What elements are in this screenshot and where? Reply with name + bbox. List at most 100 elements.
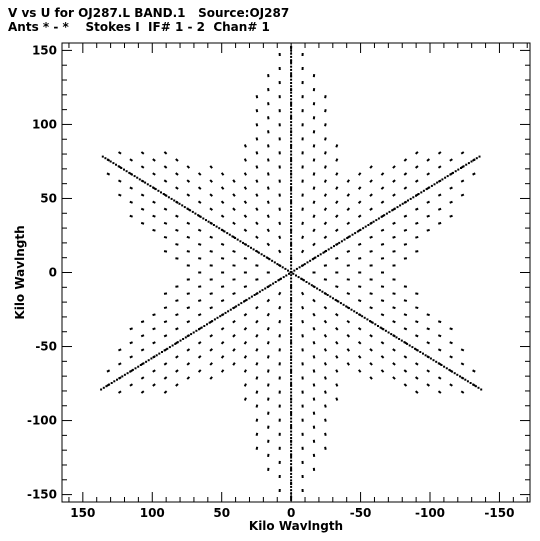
x-axis-label: Kilo Wavlngth [249, 519, 343, 533]
uv-point [232, 278, 236, 281]
uv-arm-point [290, 49, 293, 52]
uv-arm-point [290, 78, 293, 81]
uv-point [255, 123, 259, 127]
uv-point [197, 355, 202, 359]
uv-point [449, 383, 453, 387]
uv-point [323, 165, 327, 169]
uv-arm-point [290, 238, 293, 241]
uv-point [403, 355, 408, 359]
uv-point [209, 165, 213, 169]
uv-arm-point [117, 165, 120, 168]
uv-point [243, 200, 248, 205]
uv-arm-point [454, 170, 457, 173]
uv-arm-point [290, 427, 293, 430]
uv-arm-point [329, 295, 332, 298]
uv-arm-point [102, 386, 105, 389]
uv-arm-point [400, 339, 403, 342]
uv-point [380, 313, 385, 317]
uv-arm-point [136, 176, 139, 179]
uv-arm-point [377, 217, 380, 220]
uv-arm-point [290, 306, 293, 309]
uv-arm-point [290, 498, 293, 501]
uv-arm-point [430, 184, 433, 187]
uv-arm-point [253, 294, 256, 296]
uv-point [335, 285, 339, 288]
uv-point [220, 172, 225, 176]
uv-point [278, 291, 282, 296]
uv-arm-point [272, 282, 275, 285]
uv-arm-point [290, 323, 293, 325]
uv-point [323, 319, 328, 324]
uv-point [266, 186, 270, 190]
uv-point [278, 151, 281, 155]
uv-arm-point [466, 380, 469, 383]
uv-arm-point [265, 256, 268, 259]
uv-arm-point [390, 333, 393, 336]
uv-point [335, 383, 339, 387]
uv-point [415, 292, 419, 295]
uv-arm-point [155, 354, 158, 357]
uv-point [209, 306, 213, 310]
uv-arm-point [120, 167, 123, 169]
uv-point [278, 235, 282, 240]
uv-point [278, 460, 281, 464]
uv-point [403, 299, 408, 302]
uv-point [186, 362, 191, 366]
uv-point [278, 320, 282, 324]
uv-point [380, 200, 385, 204]
uv-point [426, 313, 430, 317]
uv-point [369, 348, 373, 352]
uv-point [380, 285, 385, 288]
uv-point [415, 221, 419, 225]
uv-arm-point [290, 365, 293, 368]
uv-point [129, 186, 133, 190]
uv-arm-point [198, 328, 200, 331]
uv-point [278, 305, 282, 310]
uv-arm-point [290, 466, 293, 469]
uv-point [312, 130, 316, 134]
uv-arm-point [298, 266, 301, 269]
uv-point [415, 250, 419, 253]
uv-point [415, 207, 419, 211]
uv-arm-point [256, 292, 259, 295]
uv-point [301, 446, 304, 450]
uv-point [437, 320, 442, 324]
chart-title: V vs U for OJ287.L BAND.1 Source:OJ287 [8, 6, 290, 20]
uv-arm-point [339, 302, 342, 305]
x-tick-label: -50 [350, 506, 372, 520]
uv-point [312, 158, 316, 162]
uv-point [472, 369, 476, 373]
uv-arm-point [437, 362, 440, 365]
uv-point [403, 383, 408, 387]
uv-arm-point [290, 329, 293, 332]
uv-arm-point [211, 320, 214, 323]
uv-point [369, 334, 373, 338]
uv-point [392, 250, 396, 253]
uv-arm-point [290, 251, 293, 254]
uv-point [437, 193, 442, 197]
uv-point [232, 319, 236, 324]
uv-point [301, 109, 304, 113]
uv-point [129, 383, 134, 387]
uv-point [197, 200, 202, 204]
uv-point [392, 235, 396, 239]
uv-arm-point [227, 310, 230, 313]
uv-point [232, 348, 236, 352]
uv-arm-point [347, 307, 350, 309]
uv-point [152, 228, 156, 232]
uv-arm-point [440, 364, 443, 366]
uv-point [346, 264, 350, 267]
uv-point [266, 200, 270, 204]
uv-arm-point [290, 72, 293, 75]
y-tick-label: 150 [32, 43, 57, 57]
uv-arm-point [234, 237, 237, 239]
uv-arm-point [250, 295, 253, 298]
uv-point [198, 257, 202, 260]
uv-arm-point [182, 338, 185, 340]
uv-arm-point [443, 365, 446, 368]
uv-point [301, 66, 304, 71]
uv-arm-point [147, 359, 150, 362]
uv-arm-point [237, 303, 240, 306]
uv-arm-point [325, 250, 327, 252]
uv-arm-point [290, 355, 293, 358]
